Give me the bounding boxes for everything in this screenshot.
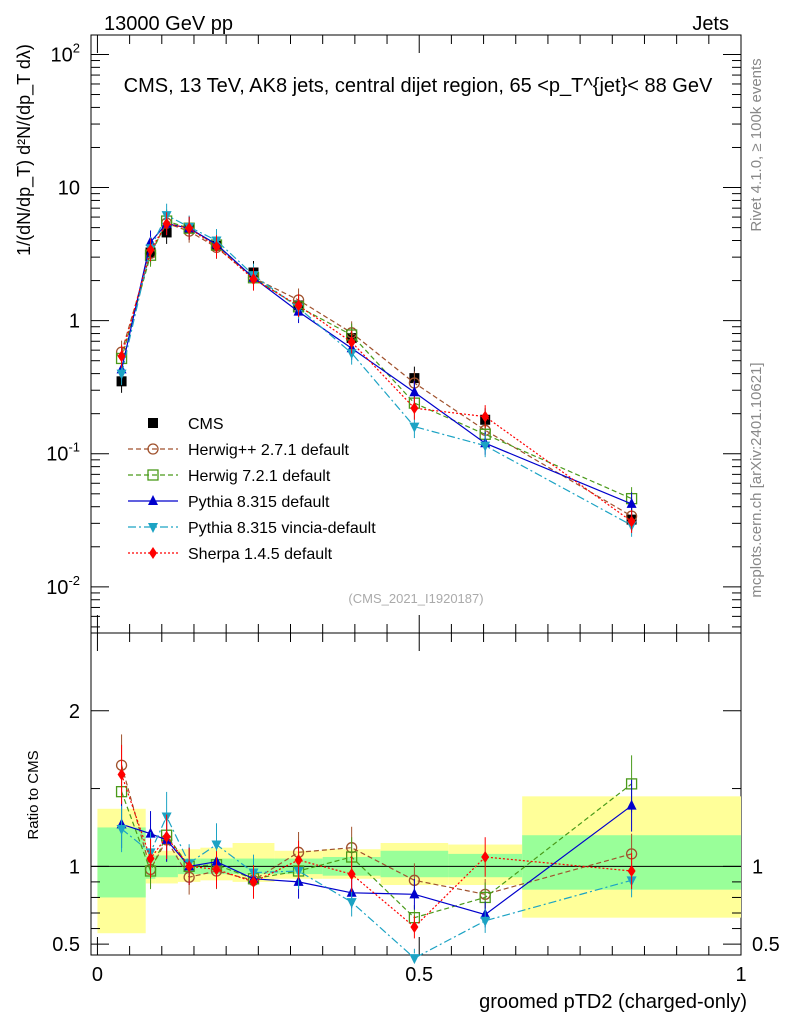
legend-label: Pythia 8.315 vincia-default (188, 520, 376, 537)
ratio-point (346, 898, 357, 909)
ratio-y-tick-label-right: 0.5 (752, 934, 780, 956)
data-point (409, 386, 420, 397)
legend-marker (147, 469, 159, 481)
y-tick-label: 10 (58, 178, 80, 200)
ratio-point (480, 916, 491, 927)
ratio-point (294, 854, 303, 867)
legend-marker (149, 547, 157, 559)
x-tick-label: 0 (92, 964, 103, 986)
x-tick-label: 0.5 (405, 964, 433, 986)
data-point (249, 273, 258, 286)
ratio-series-line (121, 783, 632, 919)
y-tick-exponent: -2 (68, 573, 80, 588)
ratio-y-tick-label: 2 (69, 701, 80, 723)
data-point (481, 410, 490, 423)
rivet-label: Rivet 4.1.0, ≥ 100k events (748, 58, 765, 231)
main-frame (90, 34, 742, 634)
ratio-point (410, 921, 419, 933)
x-tick-label: 1 (735, 964, 746, 986)
ratio-point (627, 865, 636, 877)
y-tick-exponent: -1 (68, 440, 80, 455)
ratio-point (185, 860, 194, 873)
mcplots-label: mcplots.cern.ch [arXiv:2401.10621] (748, 362, 765, 597)
data-point (346, 349, 357, 360)
main-ylabel: 1/(dN/dp_T) d²N/(dp_T dλ) (14, 44, 35, 256)
legend-marker (148, 523, 158, 533)
series-line (121, 223, 632, 522)
data-point (410, 402, 419, 415)
main-series (115, 203, 638, 537)
data-point (212, 240, 221, 253)
data-point (146, 243, 155, 256)
legend-label: Herwig 7.2.1 default (188, 468, 331, 485)
data-point (116, 369, 127, 380)
series-line (121, 223, 632, 505)
ratio-point (481, 851, 490, 863)
beam-label: 13000 GeV pp (104, 13, 233, 35)
data-point (626, 497, 637, 508)
data-point (409, 422, 420, 433)
x-axis-label: groomed pTD2 (charged-only) (479, 991, 747, 1013)
data-point (627, 515, 636, 528)
main-series-group (116, 203, 637, 537)
ratio-axis-ticks: 0.5 0.5 1 1 2 0 0.5 1 (52, 633, 780, 986)
legend-label: Sherpa 1.4.5 default (188, 546, 333, 563)
y-tick-exponent: 2 (73, 40, 80, 55)
legend-marker (148, 495, 158, 505)
ratio-y-tick-label-right: 1 (752, 856, 763, 878)
data-point (480, 441, 491, 452)
ratio-series-group (117, 744, 636, 939)
data-point (162, 217, 171, 230)
ratio-y-tick-label: 0.5 (52, 934, 80, 956)
ratio-point (626, 799, 637, 810)
data-point (117, 350, 126, 363)
y-tick-label: 102 (51, 40, 80, 66)
ratio-point (116, 825, 127, 835)
ratio-y-tick-label: 1 (69, 856, 80, 878)
legend-label: Pythia 8.315 default (188, 494, 330, 511)
data-point (294, 299, 303, 312)
ratio-point (162, 830, 171, 843)
ratio-point (249, 875, 258, 888)
ratio-point (409, 954, 420, 965)
main-title: CMS, 13 TeV, AK8 jets, central dijet reg… (124, 75, 713, 97)
y-tick-label: 1 (69, 311, 80, 333)
y-tick-label: 10-2 (46, 573, 80, 599)
main-panel: 10-2 10-1 1 10 102 (CMS_2021_I1920187) CMS, … (14, 34, 742, 634)
ratio-series (115, 734, 638, 965)
legend-marker (148, 418, 158, 428)
ratio-point (117, 768, 126, 781)
category-label: Jets (692, 13, 729, 35)
ratio-ylabel: Ratio to CMS (25, 750, 42, 839)
ratio-point (409, 888, 420, 899)
legend: CMS Herwig++ 2.7.1 default Herwig 7.2.1 de… (128, 416, 376, 563)
ratio-point (212, 863, 221, 876)
ratio-point (211, 840, 222, 851)
main-axis-ticks: 10-2 10-1 1 10 102 (46, 35, 742, 633)
legend-label: CMS (188, 416, 224, 433)
data-point (347, 336, 356, 349)
legend-label: Herwig++ 2.7.1 default (188, 442, 350, 459)
ratio-panel: 0.5 0.5 1 1 2 0 0.5 1 Ratio to CMS groomed pTD2… (25, 632, 780, 1013)
main-series-group (117, 212, 636, 533)
analysis-watermark: (CMS_2021_I1920187) (348, 591, 483, 606)
data-point (185, 222, 194, 235)
ratio-point (146, 852, 155, 865)
ratio-point (347, 868, 356, 881)
legend-marker (147, 443, 159, 455)
y-tick-label: 10-1 (46, 440, 80, 466)
main-series-group (115, 209, 638, 511)
